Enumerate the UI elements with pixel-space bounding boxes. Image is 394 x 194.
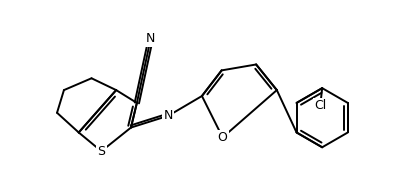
Text: S: S: [97, 145, 105, 158]
Text: O: O: [218, 131, 228, 144]
Text: N: N: [146, 32, 155, 45]
Text: N: N: [164, 109, 173, 122]
Text: Cl: Cl: [314, 99, 326, 112]
